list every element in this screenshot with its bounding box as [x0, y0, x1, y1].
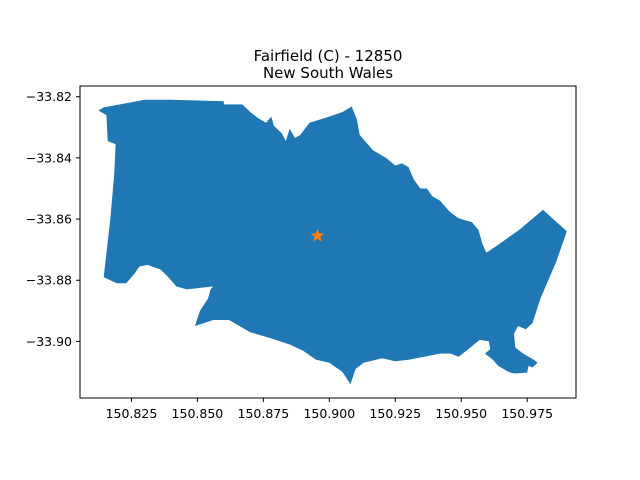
x-tick-label: 150.875 — [238, 406, 290, 421]
map-title-line1: Fairfield (C) - 12850 — [254, 47, 403, 65]
x-tick-label: 150.900 — [303, 406, 355, 421]
x-tick-label: 150.850 — [172, 406, 224, 421]
x-tick-label: 150.825 — [106, 406, 158, 421]
plot-area — [98, 99, 567, 385]
y-tick-label: −33.90 — [26, 334, 72, 349]
x-tick-label: 150.975 — [501, 406, 553, 421]
x-tick-label: 150.925 — [369, 406, 421, 421]
axes-frame — [79, 85, 577, 399]
y-axis: −33.82 −33.84 −33.86 −33.88 −33.90 — [26, 89, 80, 349]
centroid-star-marker — [310, 228, 325, 242]
y-tick-label: −33.88 — [26, 273, 72, 288]
x-tick-label: 150.950 — [435, 406, 487, 421]
fairfield-region-polygon — [98, 99, 567, 385]
y-tick-label: −33.84 — [26, 150, 72, 165]
map-title-line2: New South Wales — [263, 64, 393, 82]
y-tick-label: −33.82 — [26, 89, 72, 104]
y-tick-label: −33.86 — [26, 212, 72, 227]
x-axis: 150.825 150.850 150.875 150.900 150.925 150.9… — [106, 398, 553, 421]
